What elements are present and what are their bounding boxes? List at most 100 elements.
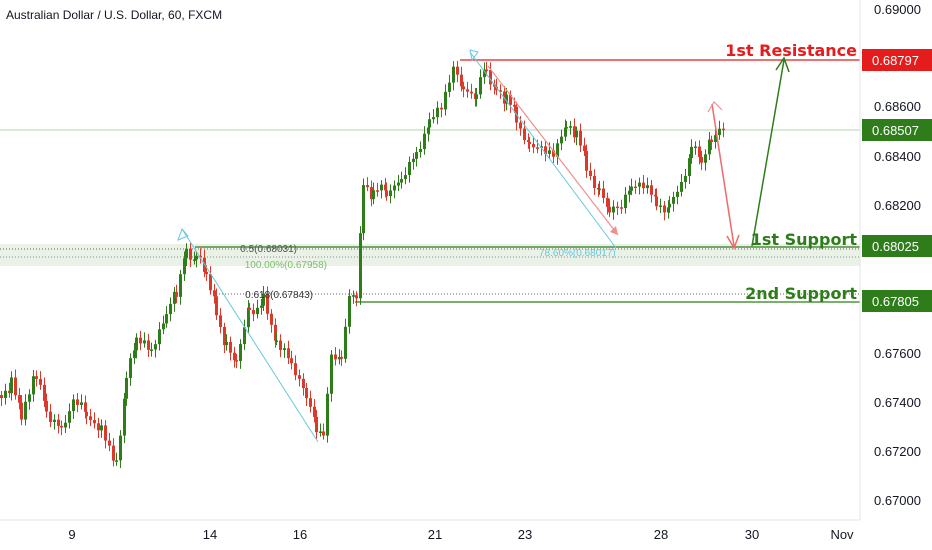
fib-arrow-1	[181, 228, 319, 443]
candle-body	[589, 170, 592, 177]
candle-body	[389, 190, 392, 197]
chart-title: Australian Dollar / U.S. Dollar, 60, FXC…	[6, 8, 223, 22]
candle-body	[294, 363, 297, 376]
candle-body	[404, 175, 407, 180]
candle-body	[233, 352, 236, 361]
candle-body	[334, 354, 337, 360]
candle-body	[256, 307, 259, 315]
candle-body	[189, 248, 192, 260]
candle-body	[39, 378, 42, 385]
candle-body	[45, 400, 48, 412]
candle-body	[460, 74, 463, 87]
projection-down-arrow	[711, 103, 735, 247]
y-tick: 0.68600	[874, 99, 921, 114]
candle-body	[466, 89, 469, 92]
candle-body	[162, 323, 165, 330]
time-axis[interactable]: 9 14 16 21 23 28 30 Nov	[68, 527, 854, 542]
candle-body	[80, 402, 83, 405]
y-tick: 0.67600	[874, 346, 921, 361]
swing-arrow	[487, 65, 619, 236]
fib-label-0.5: 0.5(0.68031)	[240, 244, 297, 255]
candle-body	[616, 206, 619, 209]
fib-label-0.618: 0.618(0.67843)	[245, 290, 313, 301]
candle-body	[624, 194, 627, 209]
candle-body	[380, 184, 383, 191]
candle-body	[606, 197, 609, 207]
x-tick: 21	[428, 527, 442, 542]
candle-body	[564, 127, 567, 137]
candle-body	[575, 130, 578, 138]
price-axis[interactable]: 0.69000 0.68600 0.68400 0.68200 0.67600 …	[874, 2, 921, 508]
candle-body	[612, 206, 615, 213]
candle-body	[330, 354, 333, 394]
x-tick: 23	[518, 527, 532, 542]
candle-body	[344, 326, 347, 359]
candle-body	[193, 259, 196, 261]
candle-body	[440, 107, 443, 110]
candle-body	[89, 416, 92, 421]
candle-body	[718, 128, 721, 136]
candle-body	[243, 327, 246, 345]
candle-body	[235, 360, 238, 362]
candle-body	[270, 313, 273, 325]
candle-body	[223, 326, 226, 346]
fib-label-78.6: 78.60%(0.68017)	[539, 248, 616, 259]
candle-body	[165, 314, 168, 324]
current-price-text: 0.68507	[872, 123, 919, 138]
candle-body	[352, 295, 355, 297]
candle-body	[663, 205, 666, 213]
candle-body	[672, 196, 675, 204]
candle-body	[298, 375, 301, 379]
candle-body	[139, 337, 142, 344]
candle-body	[654, 194, 657, 197]
candle-body	[43, 384, 46, 401]
candle-body	[348, 295, 351, 327]
candle-body	[319, 431, 322, 433]
candle-body	[483, 69, 486, 78]
candle-body	[213, 290, 216, 297]
candle-body	[154, 344, 157, 350]
candle-body	[173, 291, 176, 304]
candle-body	[634, 186, 637, 189]
candle-body	[579, 130, 582, 146]
resistance-price-text: 0.68797	[872, 53, 919, 68]
candle-body	[527, 140, 530, 142]
candle-body	[688, 158, 691, 176]
candle-body	[195, 255, 198, 260]
candle-body	[565, 127, 568, 129]
fib-arrow-1-head	[177, 228, 189, 241]
candle-body	[523, 128, 526, 141]
candle-body	[274, 324, 277, 341]
candle-body	[393, 185, 396, 191]
candle-body	[28, 394, 31, 402]
candle-body	[370, 187, 373, 200]
candle-body	[150, 349, 153, 351]
candle-body	[638, 182, 641, 187]
candle-body	[513, 104, 516, 107]
candle-body	[556, 143, 559, 157]
candle-body	[183, 258, 186, 275]
candle-body	[536, 147, 539, 149]
candle-body	[400, 179, 403, 183]
candle-body	[112, 445, 115, 461]
candle-body	[185, 248, 188, 259]
y-tick: 0.67000	[874, 493, 921, 508]
candle-body	[583, 145, 586, 152]
y-tick: 0.67200	[874, 444, 921, 459]
candle-body	[470, 91, 473, 94]
candle-body	[714, 135, 717, 143]
candle-body	[302, 378, 305, 388]
candle-body	[179, 274, 182, 297]
candle-body	[100, 425, 103, 431]
candle-body	[262, 293, 265, 306]
candle-body	[630, 186, 633, 191]
support-2-label: 2nd Support	[745, 284, 857, 303]
support-2-price-text: 0.67805	[872, 294, 919, 309]
candle-body	[676, 191, 679, 197]
candle-body	[448, 82, 451, 92]
candle-body	[252, 309, 255, 315]
candle-body	[659, 205, 662, 207]
candle-body	[84, 402, 87, 412]
candle-body	[10, 377, 13, 394]
